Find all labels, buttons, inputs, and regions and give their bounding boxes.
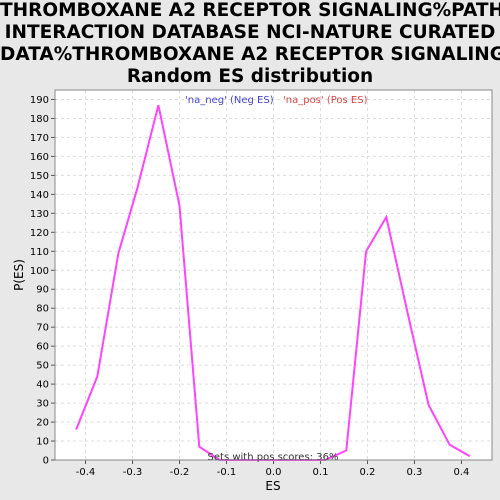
chart-title-line-1: THROMBOXANE A2 RECEPTOR SIGNALING%PATHWA… bbox=[0, 0, 500, 21]
y-tick-label: 120 bbox=[30, 228, 49, 239]
y-tick-label: 190 bbox=[30, 95, 49, 106]
y-tick-label: 140 bbox=[30, 190, 49, 201]
y-tick-label: 80 bbox=[36, 304, 49, 315]
y-tick-label: 130 bbox=[30, 209, 49, 220]
y-axis: 0 10 20 30 40 50 60 70 80 90 100 110 120 130 140 150 160… bbox=[30, 95, 55, 467]
x-tick-label: 0.0 bbox=[266, 467, 282, 478]
grid-lines bbox=[55, 90, 492, 461]
chart-title-line-4: Random ES distribution bbox=[126, 66, 374, 87]
y-tick-label: 110 bbox=[30, 247, 49, 258]
y-tick-label: 20 bbox=[36, 418, 49, 429]
x-tick-label: -0.3 bbox=[123, 467, 143, 478]
x-tick-label: -0.1 bbox=[217, 467, 237, 478]
x-tick-label: 0.4 bbox=[454, 467, 470, 478]
y-tick-label: 0 bbox=[43, 456, 49, 467]
x-axis-label: ES bbox=[265, 479, 280, 493]
legend-neg: 'na_neg' (Neg ES) bbox=[185, 95, 274, 106]
y-tick-label: 60 bbox=[36, 342, 49, 353]
x-tick-label: -0.4 bbox=[76, 467, 96, 478]
annotation-pos-scores: Sets with pos scores: 36% bbox=[208, 452, 339, 463]
chart-title-line-3: DATA%THROMBOXANE A2 RECEPTOR SIGNALING: bbox=[0, 44, 500, 65]
y-tick-label: 150 bbox=[30, 171, 49, 182]
chart-title: THROMBOXANE A2 RECEPTOR SIGNALING%PATHWA… bbox=[0, 0, 500, 88]
x-tick-label: -0.2 bbox=[170, 467, 190, 478]
x-tick-label: 0.3 bbox=[407, 467, 423, 478]
y-tick-label: 30 bbox=[36, 399, 49, 410]
y-tick-label: 40 bbox=[36, 380, 49, 391]
plot-border bbox=[54, 89, 493, 461]
y-tick-label: 70 bbox=[36, 323, 49, 334]
x-tick-label: 0.1 bbox=[313, 467, 329, 478]
x-tick-label: 0.2 bbox=[360, 467, 376, 478]
y-tick-label: 50 bbox=[36, 361, 49, 372]
legend-pos: 'na_pos' (Pos ES) bbox=[283, 95, 368, 106]
y-tick-label: 100 bbox=[30, 266, 49, 277]
chart-title-line-2: INTERACTION DATABASE NCI-NATURE CURATED bbox=[4, 22, 496, 43]
x-axis: -0.4 -0.3 -0.2 -0.1 0.0 0.1 0.2 0.3 0.4 bbox=[76, 460, 470, 478]
y-tick-label: 160 bbox=[30, 152, 49, 163]
y-tick-label: 180 bbox=[30, 114, 49, 125]
y-tick-label: 10 bbox=[36, 437, 49, 448]
y-tick-label: 170 bbox=[30, 133, 49, 144]
y-axis-label: P(ES) bbox=[12, 259, 26, 291]
y-tick-label: 90 bbox=[36, 285, 49, 296]
